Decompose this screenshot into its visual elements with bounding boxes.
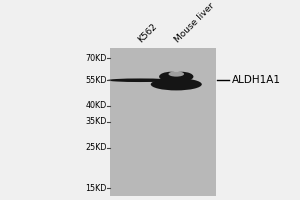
- Text: 70KD: 70KD: [85, 54, 107, 63]
- Text: 35KD: 35KD: [85, 117, 107, 126]
- Text: K562: K562: [136, 22, 159, 44]
- Text: 25KD: 25KD: [85, 143, 107, 152]
- Text: 15KD: 15KD: [85, 184, 107, 193]
- Ellipse shape: [107, 78, 173, 82]
- Ellipse shape: [169, 72, 194, 82]
- Text: ALDH1A1: ALDH1A1: [232, 75, 281, 85]
- Ellipse shape: [151, 78, 202, 90]
- Text: 40KD: 40KD: [85, 101, 107, 110]
- Ellipse shape: [169, 71, 184, 77]
- Ellipse shape: [159, 72, 183, 82]
- Text: 55KD: 55KD: [85, 76, 107, 85]
- FancyBboxPatch shape: [110, 48, 216, 196]
- Text: Mouse liver: Mouse liver: [173, 1, 217, 44]
